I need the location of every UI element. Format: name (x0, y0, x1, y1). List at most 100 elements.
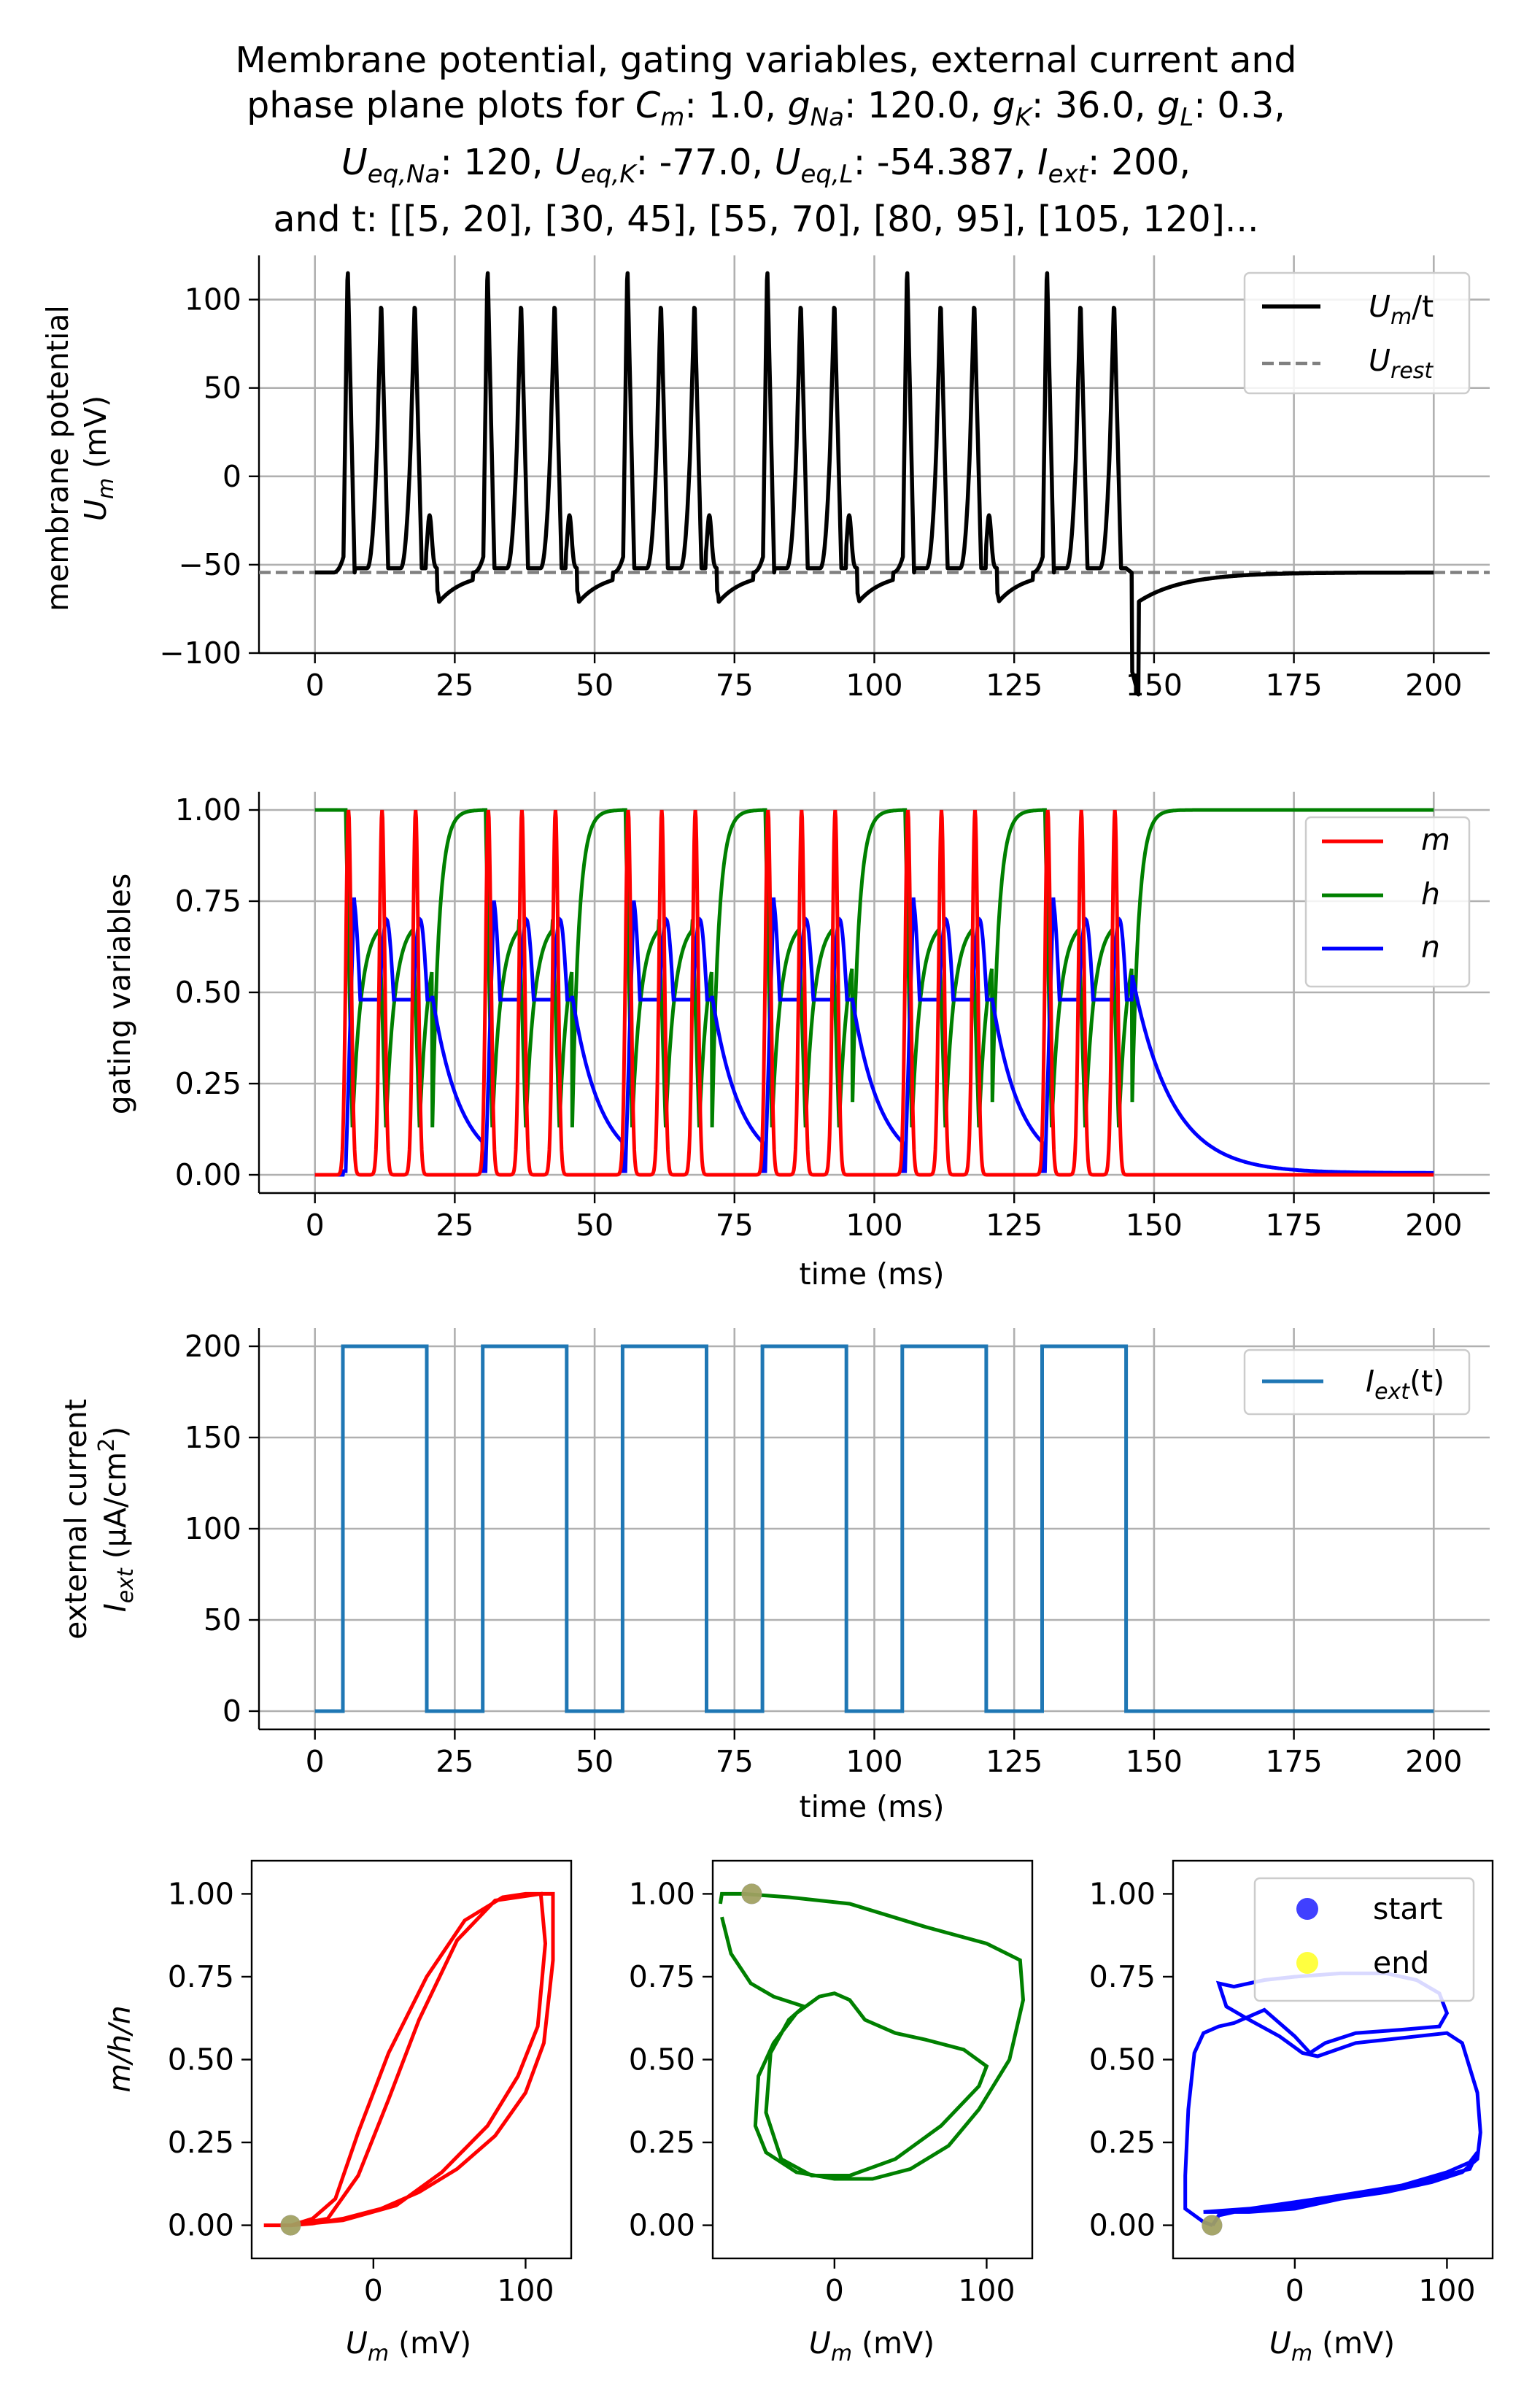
external-current-trace (314, 1344, 1434, 1713)
legend-label-h: h (1421, 876, 1440, 911)
phase-n-end-marker (1202, 2215, 1223, 2236)
legend-marker-start (1296, 1898, 1318, 1920)
phase-h-xlabel: Um (mV) (809, 2326, 935, 2366)
x-tick-label: 125 (986, 668, 1042, 703)
y-tick-label: 0.25 (168, 2125, 234, 2160)
y-tick-label: 150 (185, 1420, 241, 1455)
y-tick-label: −50 (178, 547, 241, 582)
x-tick-label: 0 (306, 1744, 325, 1779)
y-tick-label: 0.75 (1089, 1959, 1156, 1994)
x-tick-label: 0 (306, 1208, 325, 1243)
legend-label-end: end (1373, 1945, 1429, 1980)
membrane-potential-legend: Um/t Urest (1243, 271, 1471, 395)
x-tick-label: 175 (1265, 1744, 1322, 1779)
external-current-ylabel-line2: Iext (µA/cm2) (94, 1427, 139, 1613)
x-tick-label: 125 (986, 1208, 1042, 1243)
external-current-ylabel-line1: external current (58, 1399, 93, 1640)
legend-label-um: Um/t (1369, 289, 1434, 330)
y-tick-label: 0.50 (175, 975, 241, 1010)
phase-m-xlabel: Um (mV) (346, 2326, 471, 2366)
external-current-legend: Iext(t) (1243, 1348, 1471, 1416)
gating-variables-plot: 0 25 50 75 100 125 150 175 200 1.00 0.75 0.50 0.25 0.… (102, 792, 1490, 1292)
y-tick-label: 0.00 (175, 1157, 241, 1192)
y-tick-label: 50 (204, 1602, 241, 1637)
x-tick-label: 150 (1126, 1208, 1183, 1243)
x-tick-label: 200 (1405, 668, 1462, 703)
y-tick-label: 1.00 (629, 1876, 695, 1911)
x-tick-label: 175 (1265, 1208, 1322, 1243)
y-tick-label: 0.00 (1089, 2208, 1156, 2243)
title-line-1: Membrane potential, gating variables, ex… (235, 39, 1297, 81)
x-tick-label: 100 (958, 2273, 1015, 2308)
phase-plane-m-plot: 0 100 1.00 0.75 0.50 0.25 0.00 m/h/n Um (mV) (102, 1859, 573, 2366)
y-tick-label: 0.50 (629, 2042, 695, 2077)
x-tick-label: 75 (716, 1208, 754, 1243)
legend-label-urest: Urest (1369, 343, 1434, 384)
x-tick-label: 100 (497, 2273, 554, 2308)
title-line-4: and t: [[5, 20], [30, 45], [55, 70], [80… (273, 198, 1259, 240)
x-tick-label: 125 (986, 1744, 1042, 1779)
x-tick-label: 0 (825, 2273, 844, 2308)
y-tick-label: 100 (185, 1511, 241, 1546)
title-line-2: phase plane plots for Cm: 1.0, gNa: 120.… (247, 85, 1285, 132)
x-tick-label: 25 (436, 668, 473, 703)
y-tick-label: 0.50 (168, 2042, 234, 2077)
x-tick-label: 75 (716, 668, 754, 703)
y-tick-label: 100 (185, 282, 241, 317)
phase-plane-n-plot: 0 100 1.00 0.75 0.50 0.25 0.00 Um (mV) start e… (1089, 1859, 1494, 2366)
x-tick-label: 200 (1405, 1208, 1462, 1243)
legend-label-m: m (1421, 822, 1450, 857)
y-tick-label: 0.75 (175, 884, 241, 919)
phase-h-trace (718, 1891, 1026, 2181)
x-tick-label: 0 (364, 2273, 383, 2308)
y-tick-label: 0.25 (629, 2125, 695, 2160)
y-tick-label: 1.00 (175, 792, 241, 827)
x-tick-label: 100 (846, 668, 902, 703)
x-tick-label: 200 (1405, 1744, 1462, 1779)
phase-h-end-marker (741, 1883, 762, 1905)
y-tick-label: 1.00 (1089, 1876, 1156, 1911)
membrane-potential-ylabel-line1: membrane potential (40, 305, 75, 611)
legend-label-start: start (1373, 1891, 1443, 1926)
y-tick-label: 200 (185, 1329, 241, 1364)
gating-m-trace (314, 809, 1434, 1177)
legend-label-iext: Iext(t) (1366, 1364, 1444, 1405)
gating-variables-legend: m h n (1304, 816, 1471, 988)
membrane-potential-trace (313, 271, 1436, 697)
x-tick-label: 0 (306, 668, 325, 703)
x-tick-label: 75 (716, 1744, 754, 1779)
gating-variables-xlabel: time (ms) (800, 1257, 945, 1292)
phase-plane-legend: start end (1253, 1877, 1475, 2002)
y-tick-label: 50 (204, 371, 241, 406)
x-tick-label: 25 (436, 1744, 473, 1779)
gating-n-trace (314, 897, 1434, 1177)
x-tick-label: 100 (846, 1208, 902, 1243)
y-tick-label: 0 (223, 1694, 241, 1729)
phase-plane-h-plot: 0 100 1.00 0.75 0.50 0.25 0.00 Um (mV) (629, 1859, 1034, 2366)
figure-title: Membrane potential, gating variables, ex… (0, 38, 1532, 242)
phase-plane-ylabel: m/h/n (102, 2005, 137, 2093)
phase-m-end-marker (280, 2215, 301, 2236)
x-tick-label: 50 (576, 668, 614, 703)
phase-n-trace (1183, 1971, 1482, 2227)
x-tick-label: 175 (1265, 668, 1322, 703)
external-current-plot: 0 25 50 75 100 125 150 175 200 200 150 100 50 0 exter… (58, 1328, 1490, 1824)
x-tick-label: 150 (1126, 1744, 1183, 1779)
legend-label-n: n (1421, 930, 1440, 965)
x-tick-label: 50 (576, 1744, 614, 1779)
x-tick-label: 25 (436, 1208, 473, 1243)
y-tick-label: 0.50 (1089, 2042, 1156, 2077)
x-tick-label: 100 (846, 1744, 902, 1779)
y-tick-label: 0.75 (629, 1959, 695, 1994)
title-line-3: Ueq,Na: 120, Ueq,K: -77.0, Ueq,L: -54.38… (341, 141, 1191, 189)
gating-variables-ylabel: gating variables (102, 873, 137, 1114)
phase-m-trace (263, 1891, 555, 2228)
membrane-potential-ylabel-line2: Um (mV) (78, 395, 119, 521)
x-tick-label: 100 (1418, 2273, 1475, 2308)
y-tick-label: 0.75 (168, 1959, 234, 1994)
y-tick-label: 0 (223, 459, 241, 494)
phase-n-xlabel: Um (mV) (1269, 2326, 1395, 2366)
external-current-xlabel: time (ms) (800, 1789, 945, 1824)
